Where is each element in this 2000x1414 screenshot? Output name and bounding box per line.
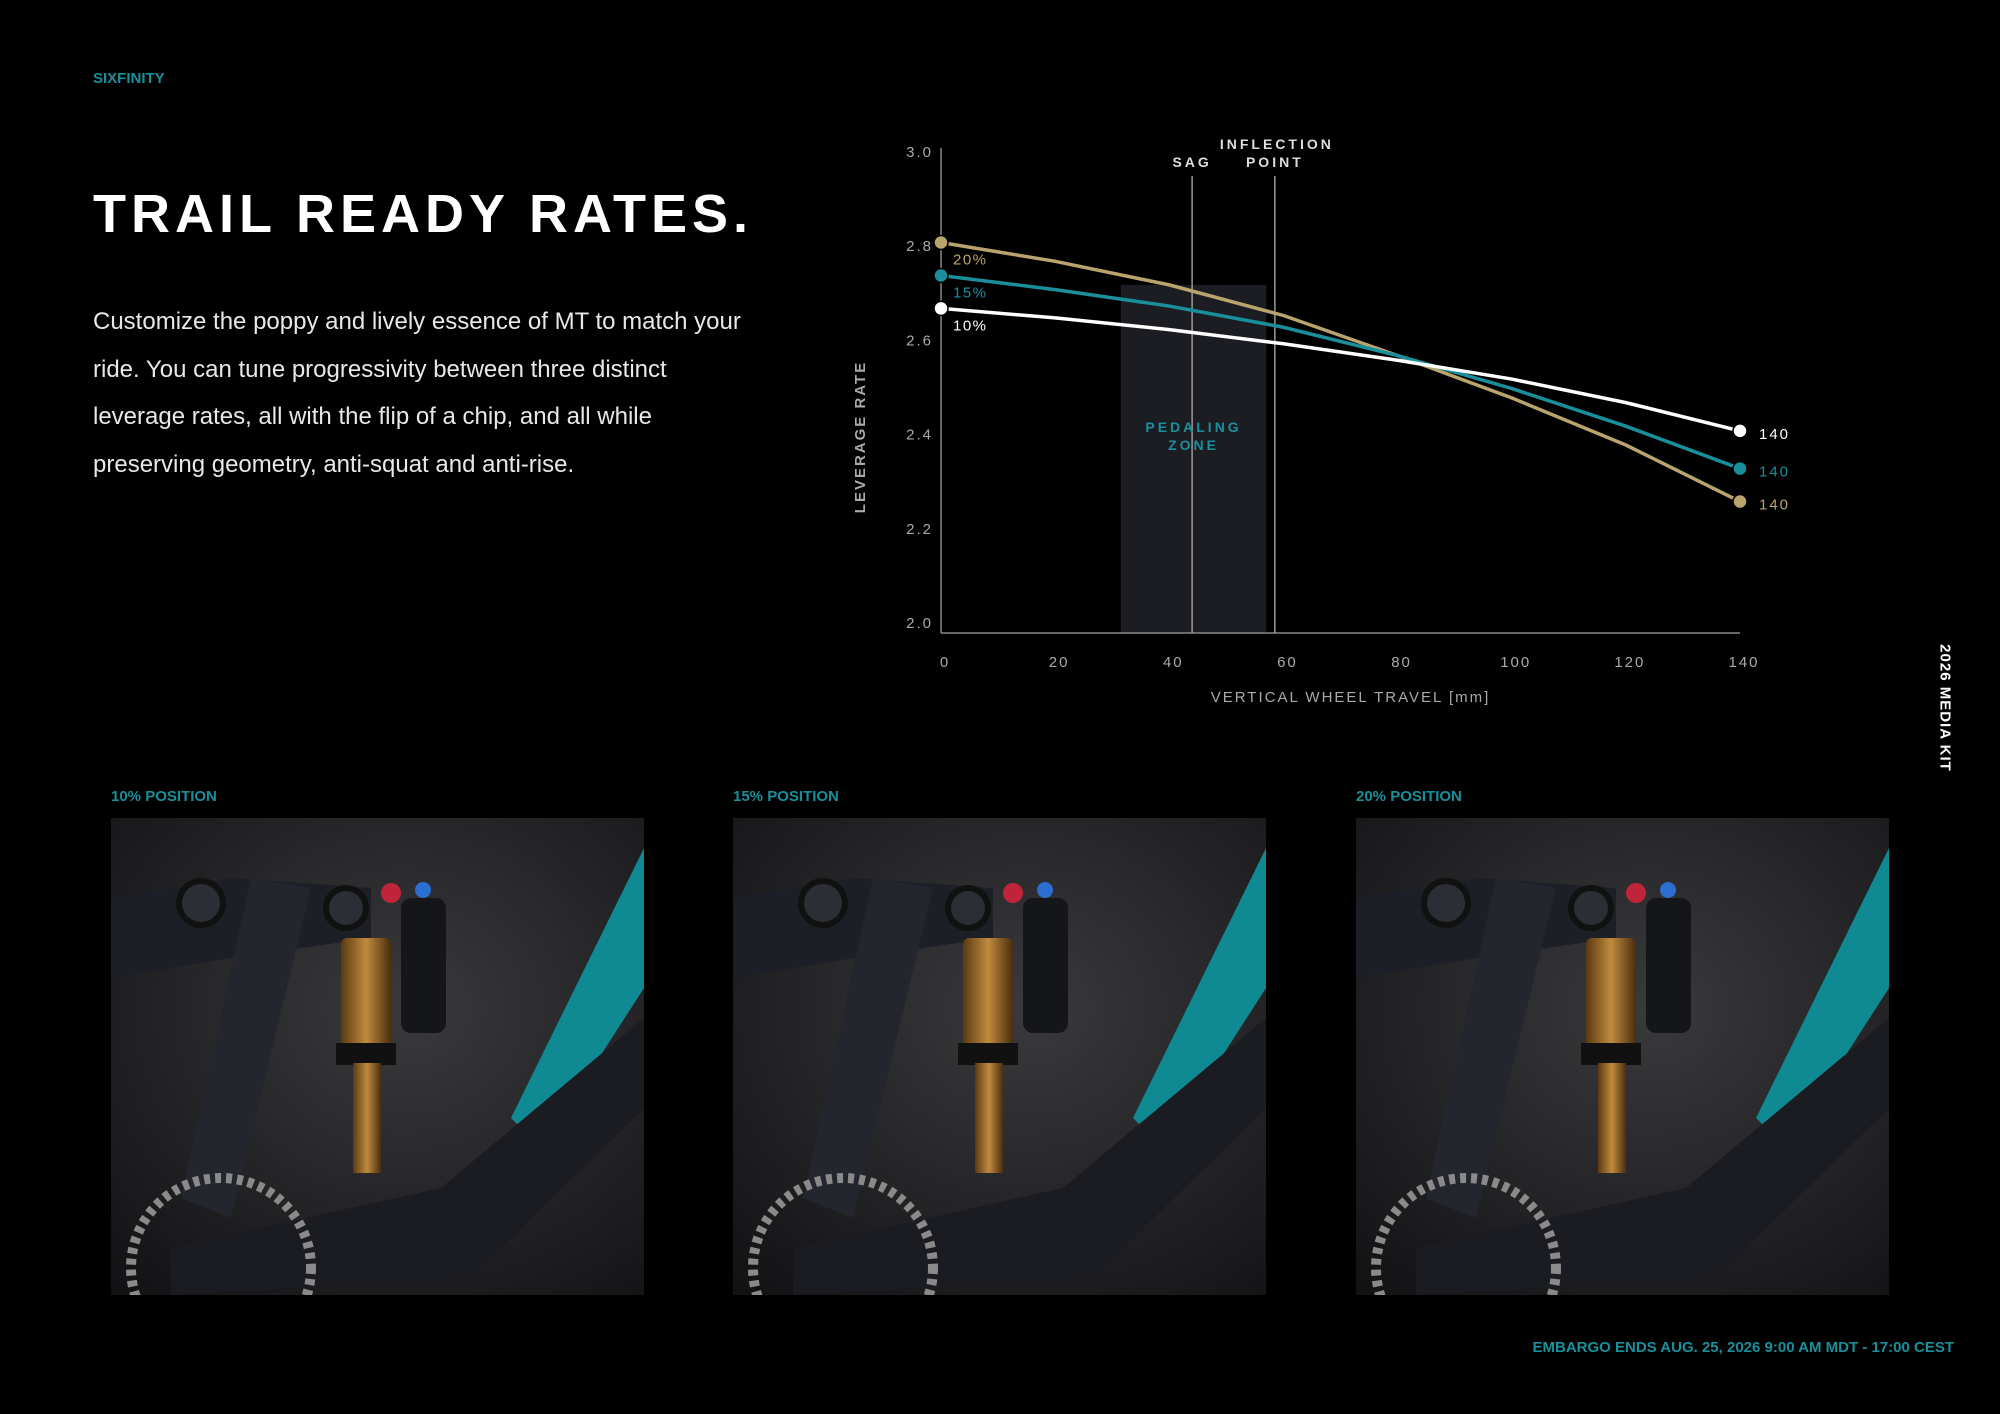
y-tick-label: 2.4 [906, 427, 933, 444]
x-tick-label: 20 [1049, 654, 1070, 671]
photo-caption: 20% POSITION [1356, 788, 1462, 805]
x-tick-label: 120 [1614, 654, 1645, 671]
y-axis-title: LEVERAGE RATE [852, 361, 869, 513]
photo [111, 818, 644, 1295]
photo [733, 818, 1266, 1295]
x-tick-label: 0 [940, 654, 950, 671]
body-text: Customize the poppy and lively essence o… [93, 308, 741, 478]
y-tick-label: 2.0 [906, 615, 933, 632]
brand: SIXFINITY [93, 70, 165, 87]
x-tick-label: 40 [1163, 654, 1184, 671]
end-label: 140 [1759, 464, 1790, 481]
photo-caption: 15% POSITION [733, 788, 839, 805]
data-point [1732, 423, 1748, 439]
annotation-label: SAG [1172, 154, 1212, 170]
x-tick-label: 60 [1277, 654, 1298, 671]
end-label: 140 [1759, 426, 1790, 443]
series-line [940, 273, 1741, 471]
x-tick-label: 140 [1728, 654, 1759, 671]
photo-caption: 10% POSITION [111, 788, 217, 805]
y-tick-label: 2.6 [906, 332, 933, 349]
x-axis-title: VERTICAL WHEEL TRAVEL [mm] [1211, 689, 1491, 706]
x-tick-label: 100 [1500, 654, 1531, 671]
photo [1356, 818, 1889, 1295]
bike-image [733, 818, 1266, 1295]
region-label: PEDALING ZONE [1145, 418, 1242, 453]
y-tick-label: 3.0 [906, 144, 933, 161]
end-label: 140 [1759, 497, 1790, 514]
page-title: TRAIL READY RATES. [93, 184, 754, 244]
series-line [940, 240, 1741, 504]
y-tick-label: 2.2 [906, 521, 933, 538]
annotation-label: INFLECTION POINT [1219, 136, 1334, 170]
series-label: 10% [953, 317, 988, 334]
side-label: 2026 MEDIA KIT [1936, 644, 1954, 772]
data-point [1732, 460, 1748, 477]
data-point [933, 234, 949, 251]
data-point [933, 267, 949, 284]
series-line [940, 306, 1741, 433]
series-label: 20% [953, 251, 988, 268]
y-tick-label: 2.8 [906, 238, 933, 255]
data-point [933, 300, 949, 317]
x-tick-label: 80 [1391, 654, 1412, 671]
data-point [1732, 493, 1748, 510]
series-label: 15% [953, 284, 988, 301]
chart: 2.0 2.2 2.4 2.6 2.8 3.0 0 20 40 60 80 100 120 140 VERT… [852, 144, 1790, 706]
shaded-region [1120, 284, 1267, 633]
bike-image [1356, 818, 1889, 1295]
bike-image [111, 818, 644, 1295]
footer: EMBARGO ENDS AUG. 25, 2026 9:00 AM MDT -… [1532, 1339, 1955, 1356]
